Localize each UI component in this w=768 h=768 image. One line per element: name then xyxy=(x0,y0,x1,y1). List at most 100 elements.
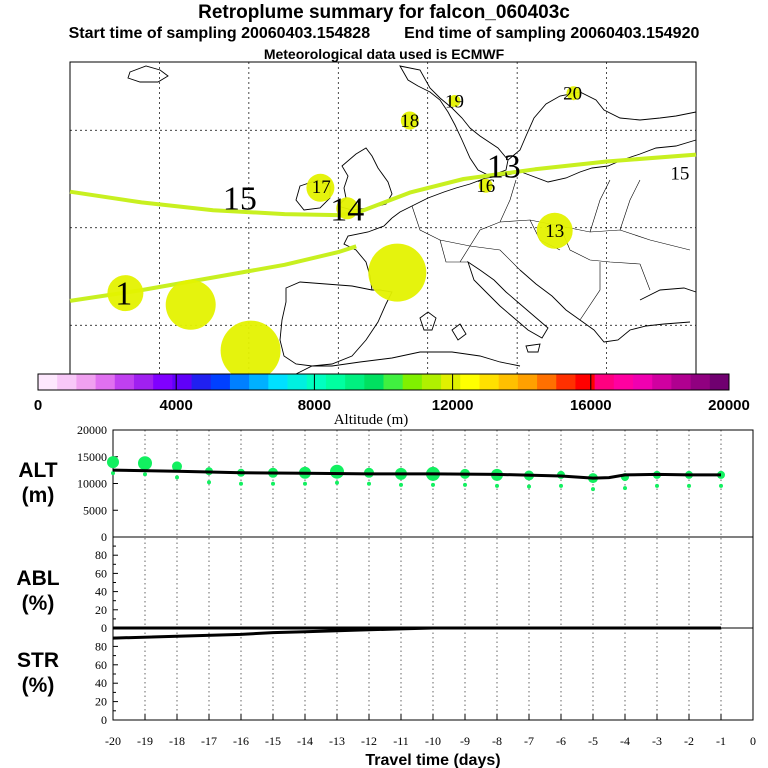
alt-tick-label: 20000 xyxy=(77,423,107,437)
iceland-coast xyxy=(127,65,169,83)
colorbar-cell xyxy=(191,374,212,390)
x-tick-label: -19 xyxy=(137,734,153,748)
colorbar-cell xyxy=(57,374,77,390)
plume-label-19: 19 xyxy=(445,91,464,112)
x-tick-label: -18 xyxy=(169,734,185,748)
alt-dot-low xyxy=(687,483,691,488)
mediterranean-islands xyxy=(419,311,541,353)
colorbar-cell xyxy=(709,374,730,390)
plume-circle-20 xyxy=(566,86,581,101)
sampling-time-line: Start time of sampling 20060403.154828 En… xyxy=(0,25,768,43)
colorbar-cell xyxy=(95,374,116,390)
alt-dot-low xyxy=(367,481,371,486)
colorbar-cell xyxy=(114,374,135,390)
colorbar-cell xyxy=(325,374,346,390)
colorbar-cell xyxy=(556,374,576,390)
abl-tick-label: 0 xyxy=(101,621,107,635)
x-tick-label: -11 xyxy=(393,734,409,748)
colorbar-cell xyxy=(76,374,96,390)
plume-label-13: 13 xyxy=(487,149,521,186)
plume-labels: 15 14 13 1 17 18 19 20 16 15 13 xyxy=(115,84,689,313)
alt-dot-low xyxy=(655,483,659,488)
x-tick-label: -4 xyxy=(620,734,630,748)
str-tick-label: 20 xyxy=(95,695,107,709)
colorbar-cell xyxy=(268,374,288,390)
start-time: Start time of sampling 20060403.154828 xyxy=(68,25,371,42)
x-tick-label: -12 xyxy=(361,734,377,748)
x-tick-label: -8 xyxy=(492,734,502,748)
panel-gridlines xyxy=(144,430,722,720)
colorbar-cell xyxy=(613,374,634,390)
map-frame xyxy=(69,61,697,375)
colorbar-tick-label: 8000 xyxy=(298,397,331,414)
str-tick-label: 0 xyxy=(101,713,107,727)
plume-circle-15 xyxy=(165,279,216,330)
colorbar-cell xyxy=(498,374,519,390)
alt-tick-label: 5000 xyxy=(83,503,107,517)
x-tick-label: -16 xyxy=(233,734,249,748)
alt-dot-low xyxy=(303,481,307,486)
alt-dot-low xyxy=(623,486,627,491)
colorbar-cell xyxy=(383,374,404,390)
colorbar-cell xyxy=(441,374,461,390)
str-tick-label: 60 xyxy=(95,658,107,672)
x-axis-label: Travel time (days) xyxy=(365,752,500,768)
panel-x-ticks: -20 -19 -18 -17 -16 -15 -14 -13 -12 -11 -10 -9 -8 -7-… xyxy=(105,714,756,748)
colorbar-cell xyxy=(38,374,58,390)
met-data-line: Meteorological data used is ECMWF xyxy=(263,46,505,62)
colorbar-tick-label: 12000 xyxy=(432,397,474,414)
plume-circles xyxy=(107,86,581,381)
plume-label-15: 15 xyxy=(223,181,257,218)
colorbar-cell xyxy=(153,374,173,390)
str-series-line xyxy=(112,626,721,640)
series-lines xyxy=(112,468,721,640)
alt-dot-low xyxy=(431,482,435,487)
alt-dot-low xyxy=(207,480,211,485)
plume-circle-16 xyxy=(478,178,493,193)
alt-tick-label: 10000 xyxy=(77,477,107,491)
end-time: End time of sampling 20060403.154920 xyxy=(404,25,700,42)
x-tick-label: -10 xyxy=(425,734,441,748)
plume-label-20: 20 xyxy=(563,84,582,105)
plume-circle-14 xyxy=(220,320,281,381)
plume-label-17: 17 xyxy=(312,177,331,198)
plume-label-13: 13 xyxy=(545,221,564,242)
alt-dot-low xyxy=(463,482,467,487)
abl-tick-label: 80 xyxy=(95,548,107,562)
alt-dot-low xyxy=(143,472,147,477)
abl-tick-label: 40 xyxy=(95,585,107,599)
colorbar-tick-label: 0 xyxy=(34,397,42,414)
alt-tick-label: 15000 xyxy=(77,450,107,464)
colorbar-cell xyxy=(633,374,653,390)
time-series-panels: 20000 15000 10000 5000 0 80 60 40 20 0 80 60 40 20 0 -… xyxy=(16,423,756,768)
alt-dot-low xyxy=(335,480,339,485)
colorbar-cell xyxy=(517,374,538,390)
colorbar-cell xyxy=(287,374,308,390)
plume-circle-14 xyxy=(336,197,359,220)
colorbar-cells xyxy=(38,374,730,390)
colorbar-ticks: 0 4000 8000 12000 16000 20000 xyxy=(34,374,750,414)
alt-dots xyxy=(107,456,725,492)
colorbar-tick-label: 20000 xyxy=(708,397,750,414)
altitude-colorbar: 0 4000 8000 12000 16000 20000 Altitude (m) xyxy=(34,373,750,428)
x-tick-label: -7 xyxy=(524,734,534,748)
alt-dot-low xyxy=(591,487,595,492)
colorbar-tick-label: 4000 xyxy=(160,397,193,414)
abl-tick-label: 20 xyxy=(95,603,107,617)
colorbar-cell xyxy=(537,374,557,390)
iberia-coast xyxy=(279,281,393,367)
abl-unit: (%) xyxy=(22,592,55,615)
colorbar-cell xyxy=(671,374,692,390)
colorbar-cell xyxy=(594,374,615,390)
colorbar-cell xyxy=(690,374,711,390)
italy-coast xyxy=(467,260,549,339)
plume-label-18: 18 xyxy=(400,111,419,132)
colorbar-cell xyxy=(421,374,442,390)
alt-dot-low xyxy=(495,483,499,488)
africa-coast xyxy=(295,351,521,375)
alt-dot xyxy=(138,456,152,471)
colorbar-cell xyxy=(133,374,154,390)
colorbar-cell xyxy=(652,374,672,390)
colorbar-tick-label: 16000 xyxy=(570,397,612,414)
x-tick-label: -2 xyxy=(684,734,694,748)
